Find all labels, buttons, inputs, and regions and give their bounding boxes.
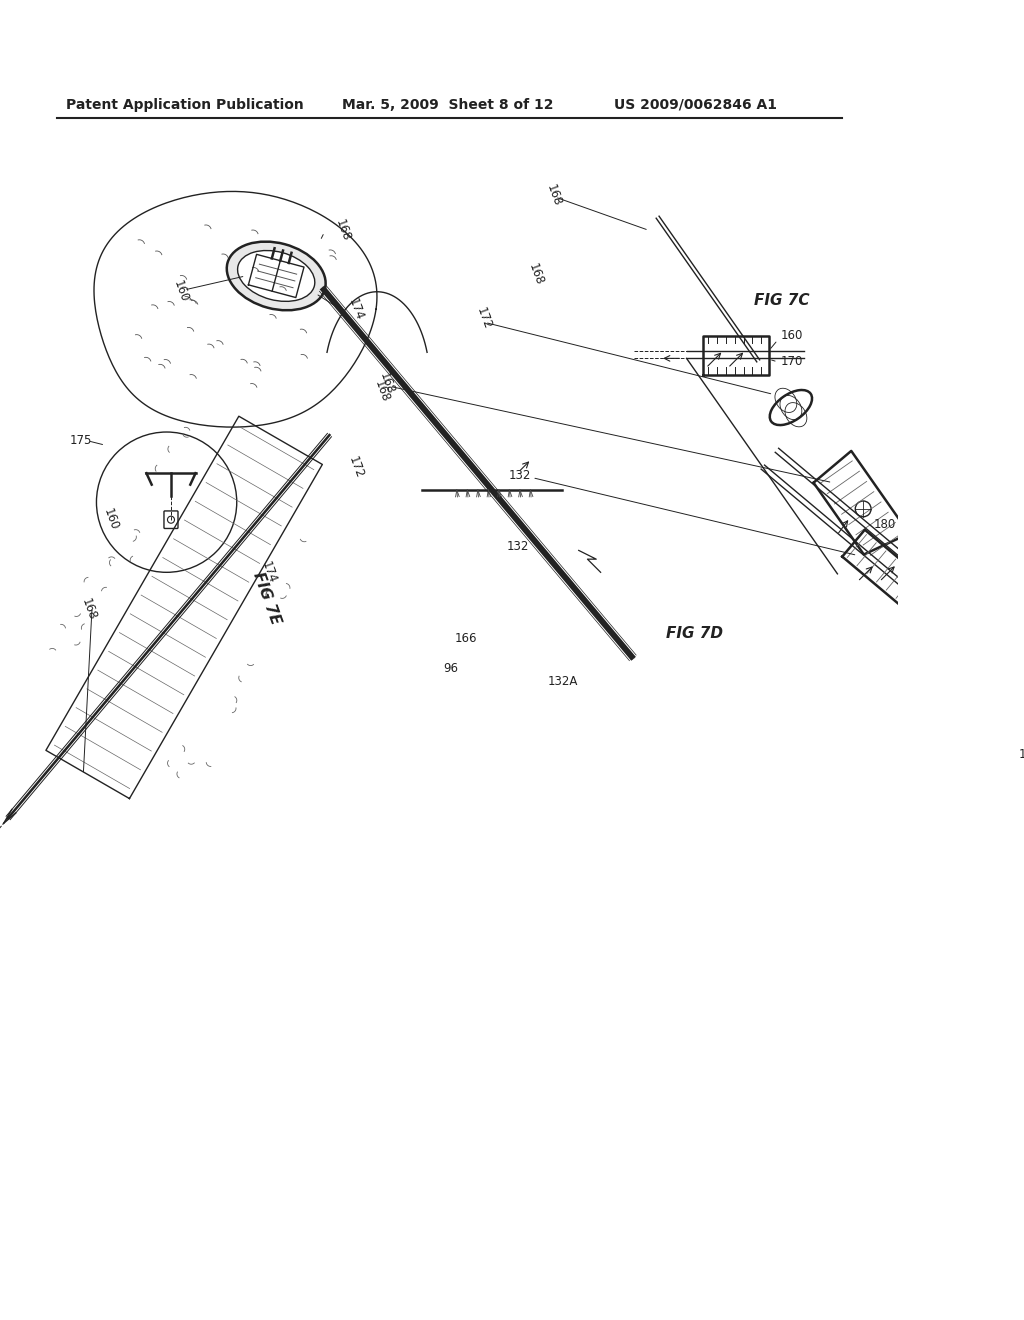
Text: 172: 172 [346, 454, 367, 480]
Text: 166: 166 [455, 631, 477, 644]
Text: 175: 175 [71, 434, 92, 447]
Text: Mar. 5, 2009  Sheet 8 of 12: Mar. 5, 2009 Sheet 8 of 12 [342, 98, 553, 112]
Text: 171: 171 [1019, 748, 1024, 762]
Text: 160: 160 [780, 329, 803, 342]
Ellipse shape [226, 242, 326, 310]
Text: Patent Application Publication: Patent Application Publication [66, 98, 303, 112]
Text: 96: 96 [442, 663, 458, 676]
Text: FIG 7C: FIG 7C [754, 293, 810, 308]
Ellipse shape [770, 389, 812, 425]
Text: 168: 168 [526, 261, 546, 286]
Text: 174: 174 [346, 297, 367, 322]
Text: 168: 168 [377, 371, 397, 396]
Text: 180: 180 [873, 519, 896, 531]
Text: 168: 168 [544, 182, 563, 209]
Text: 132: 132 [509, 470, 530, 482]
Circle shape [96, 432, 237, 573]
Text: US 2009/0062846 A1: US 2009/0062846 A1 [613, 98, 777, 112]
Text: 160: 160 [100, 507, 121, 532]
Text: 132: 132 [507, 540, 529, 553]
Text: 168: 168 [372, 379, 391, 404]
Text: 172: 172 [473, 305, 494, 331]
Text: 174: 174 [259, 560, 279, 585]
Text: 170: 170 [780, 355, 803, 368]
Text: FIG 7E: FIG 7E [250, 570, 283, 627]
Text: 168: 168 [79, 597, 98, 622]
Text: 132A: 132A [548, 676, 579, 689]
Ellipse shape [238, 251, 314, 301]
Text: FIG 7D: FIG 7D [667, 626, 723, 642]
Text: 160: 160 [171, 279, 190, 305]
Text: 168: 168 [333, 218, 353, 243]
